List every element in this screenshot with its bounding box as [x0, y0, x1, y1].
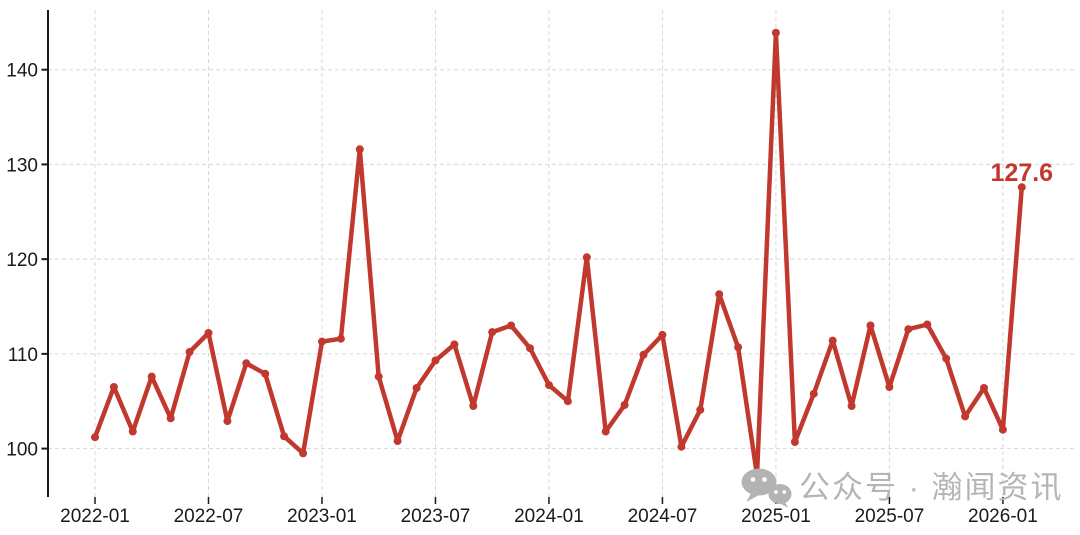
data-point-marker: [563, 397, 572, 406]
x-axis-tick-label: 2022-01: [60, 506, 130, 527]
data-point-marker: [696, 405, 705, 414]
data-point-marker: [280, 432, 289, 441]
data-point-marker: [847, 402, 856, 410]
data-point-marker: [242, 359, 251, 368]
y-axis-tick-label: 120: [6, 250, 38, 271]
data-point-marker: [753, 471, 761, 480]
data-point-marker: [469, 402, 478, 410]
data-point-marker: [677, 442, 686, 451]
data-point-marker: [771, 28, 780, 37]
data-point-marker: [980, 384, 988, 392]
x-axis-tick-label: 2024-01: [514, 506, 584, 527]
data-point-marker: [412, 384, 421, 392]
data-point-marker: [299, 449, 308, 458]
data-point-marker: [1017, 183, 1026, 192]
data-point-marker: [582, 253, 591, 262]
data-point-marker: [601, 427, 610, 436]
y-axis-tick-label: 100: [6, 440, 38, 461]
data-point-marker: [128, 427, 137, 436]
x-axis-tick-label: 2025-07: [855, 506, 925, 527]
data-point-marker: [639, 350, 648, 359]
data-point-marker: [488, 328, 497, 337]
x-axis-tick-label: 2023-01: [287, 506, 357, 527]
data-point-marker: [223, 417, 232, 426]
data-point-marker: [809, 389, 818, 398]
data-point-marker: [393, 437, 402, 445]
data-point-marker: [261, 369, 270, 378]
data-point-marker: [904, 325, 913, 334]
x-axis-tick-label: 2025-01: [741, 506, 811, 527]
data-point-marker: [923, 320, 932, 329]
data-point-marker: [866, 321, 875, 330]
data-point-marker: [507, 321, 516, 330]
data-point-marker: [998, 425, 1007, 434]
data-point-marker: [526, 344, 534, 353]
y-axis-tick-label: 130: [6, 155, 38, 176]
data-point-marker: [620, 401, 629, 409]
series-line: [92, 30, 1025, 478]
data-point-marker: [734, 343, 743, 352]
data-point-marker: [715, 290, 724, 299]
data-point-marker: [961, 412, 970, 421]
y-axis-tick-label: 110: [8, 345, 38, 366]
data-point-marker: [658, 330, 667, 339]
x-axis-tick-label: 2022-07: [174, 506, 244, 527]
data-point-marker: [185, 348, 194, 356]
data-point-marker: [91, 433, 99, 442]
x-axis-tick-label: 2024-07: [628, 506, 698, 527]
data-point-marker: [355, 145, 364, 154]
data-point-marker: [204, 329, 213, 337]
data-point-marker: [336, 334, 345, 343]
data-point-marker: [942, 354, 951, 363]
data-point-marker: [431, 356, 440, 365]
data-point-marker: [374, 372, 383, 381]
data-point-marker: [828, 336, 837, 345]
data-point-marker: [450, 340, 459, 349]
x-axis-tick-label: 2023-07: [401, 506, 471, 527]
data-point-marker: [545, 381, 553, 390]
data-point-marker: [166, 414, 175, 423]
data-point-marker: [147, 372, 156, 381]
data-point-marker: [109, 383, 118, 391]
data-point-marker: [885, 383, 894, 391]
data-point-marker: [318, 337, 326, 346]
last-value-label: 127.6: [991, 159, 1054, 187]
y-axis-tick-label: 140: [6, 61, 38, 82]
data-point-marker: [790, 438, 799, 446]
x-axis-tick-label: 2026-01: [968, 506, 1038, 527]
